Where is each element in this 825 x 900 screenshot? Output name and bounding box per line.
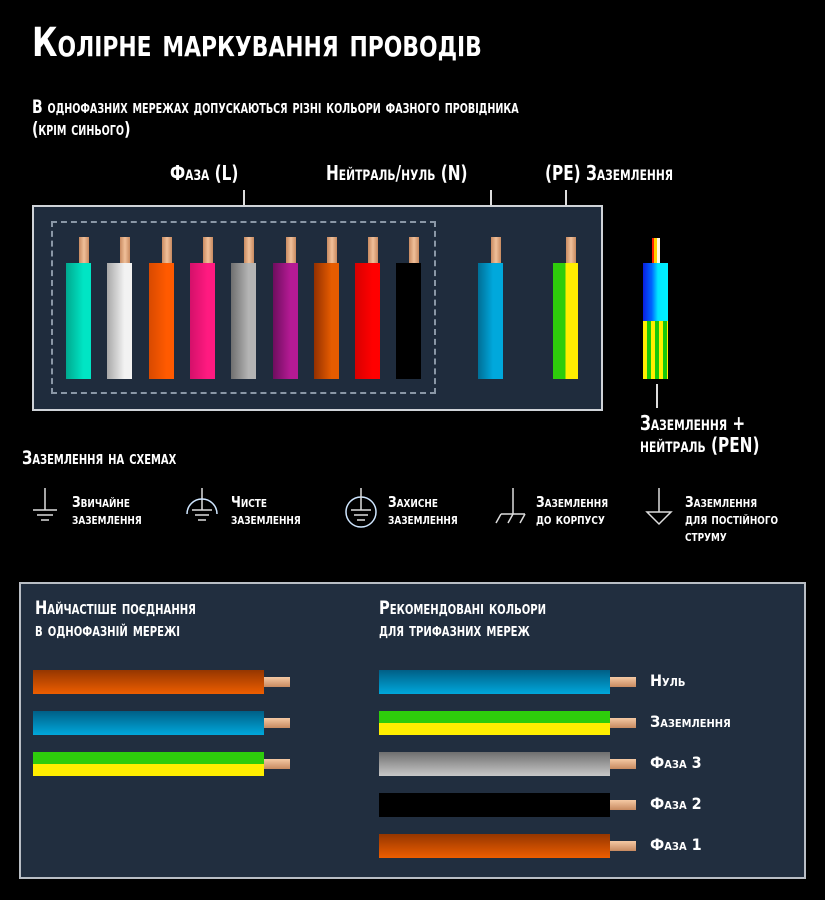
pen-leader-line: [656, 384, 658, 408]
copper-core: [491, 237, 501, 263]
wire-label: Фаза 3: [650, 753, 702, 772]
pen-core: [652, 238, 660, 263]
label-line: заземлення: [72, 510, 142, 528]
chassis-ground-label: Заземлення до корпусу: [536, 494, 608, 528]
earth-label: (PE) Заземлення: [545, 161, 674, 185]
insulation: [107, 263, 133, 379]
insulation: [379, 670, 610, 694]
three-phase-heading: Рекомендовані кольори для трифазних мере…: [379, 597, 546, 641]
copper-core: [202, 237, 213, 263]
chassis-ground-icon: [493, 488, 529, 532]
phase-group-box: [51, 221, 436, 394]
insulation: [272, 263, 298, 379]
ground-icon: [30, 488, 60, 532]
label-line: до корпусу: [536, 510, 605, 528]
copper-core: [264, 718, 290, 728]
copper-core: [409, 237, 420, 263]
insulation: [379, 711, 610, 735]
subtitle-line-2: (крім синього): [32, 118, 131, 140]
ground-label: Звичайне заземлення: [72, 494, 142, 528]
label-line: струму: [685, 527, 727, 545]
label-line: Звичайне: [72, 493, 130, 511]
clean-ground-label: Чисте заземлення: [231, 494, 301, 528]
insulation: [33, 752, 264, 776]
insulation: [33, 670, 264, 694]
copper-core: [610, 800, 636, 810]
insulation: [33, 711, 264, 735]
dc-ground-label: Заземлення для постійного струму: [685, 494, 778, 545]
wire-label: Заземлення: [650, 712, 731, 731]
insulation: [148, 263, 174, 379]
insulation: [379, 834, 610, 858]
insulation: [66, 263, 91, 379]
label-line: Заземлення: [685, 493, 758, 511]
copper-core: [610, 718, 636, 728]
insulation: [379, 752, 610, 776]
copper-core: [326, 237, 337, 263]
heading-line: для трифазних мереж: [379, 619, 530, 641]
insulation: [379, 793, 610, 817]
pen-wire: [643, 238, 668, 380]
heading-line: Рекомендовані кольори: [379, 597, 547, 619]
clean-ground-icon: [184, 488, 220, 532]
insulation: [189, 263, 215, 379]
copper-core: [161, 237, 172, 263]
wire-label: Фаза 1: [650, 835, 702, 854]
copper-core: [79, 237, 89, 263]
subtitle-line-1: В однофазних мережах допускаються різні …: [32, 96, 519, 118]
protective-ground-label: Захисне заземлення: [388, 494, 458, 528]
neutral-insulation: [478, 263, 503, 379]
copper-core: [368, 237, 379, 263]
copper-core: [610, 677, 636, 687]
neutral-label: Нейтраль/нуль (N): [326, 161, 468, 185]
label-line: Чисте: [231, 493, 267, 511]
dc-ground-icon: [644, 488, 674, 532]
copper-core: [264, 759, 290, 769]
wire-label: Нуль: [650, 671, 686, 690]
label-line: заземлення: [388, 510, 458, 528]
copper-core: [610, 759, 636, 769]
copper-core: [264, 677, 290, 687]
heading-line: Найчастіше поєднання: [35, 597, 196, 619]
copper-core: [120, 237, 131, 263]
label-line: Захисне: [388, 493, 438, 511]
page-title: Колірне маркування проводів: [32, 20, 482, 66]
pen-blue-sleeve: [643, 263, 668, 321]
single-phase-heading: Найчастіше поєднання в однофазній мережі: [35, 597, 196, 641]
pen-label-line-2: нейтраль (PEN): [640, 433, 760, 457]
pen-label: Заземлення + нейтраль (PEN): [640, 412, 759, 456]
insulation: [396, 263, 422, 379]
insulation: [313, 263, 339, 379]
copper-core: [566, 237, 576, 263]
wire-label: Фаза 2: [650, 794, 702, 813]
insulation: [231, 263, 257, 379]
label-line: заземлення: [231, 510, 301, 528]
heading-line: в однофазній мережі: [35, 619, 181, 641]
label-line: для постійного: [685, 510, 779, 528]
subtitle: В однофазних мережах допускаються різні …: [32, 96, 754, 140]
protective-ground-icon: [343, 488, 379, 536]
pen-label-line-1: Заземлення +: [640, 411, 746, 435]
phase-label: Фаза (L): [170, 161, 239, 185]
insulation: [355, 263, 381, 379]
earth-insulation: [553, 263, 578, 379]
copper-core: [244, 237, 255, 263]
copper-core: [285, 237, 296, 263]
pen-green-yellow-insulation: [643, 321, 668, 379]
label-line: Заземлення: [536, 493, 609, 511]
copper-core: [610, 841, 636, 851]
grounding-heading: Заземлення на схемах: [22, 447, 177, 469]
